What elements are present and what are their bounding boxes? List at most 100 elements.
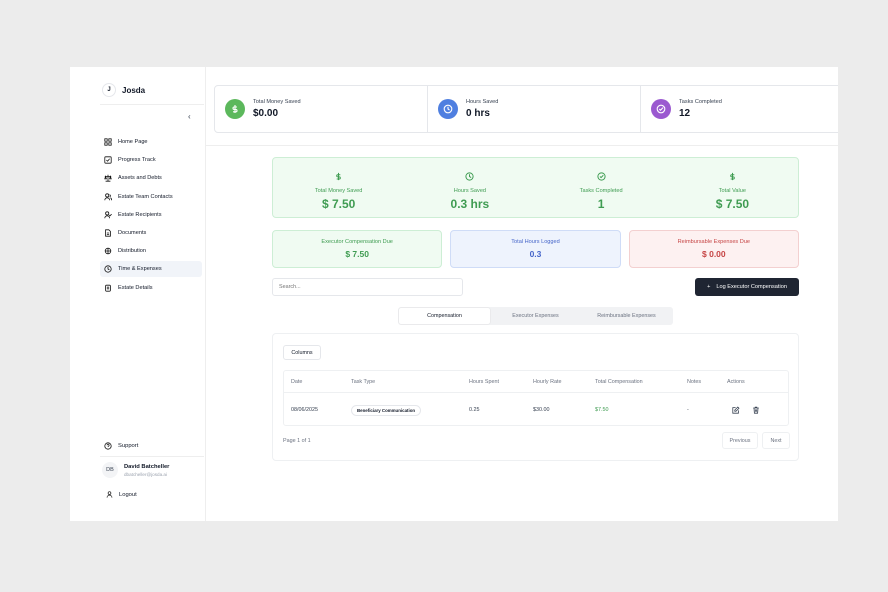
card-label: Reimbursable Expenses Due [677, 239, 751, 245]
stat-label: Hours Saved [466, 99, 499, 105]
dollar-icon [336, 172, 341, 181]
column-header-task-type[interactable]: Task Type [351, 378, 376, 385]
sidebar-item-label: Assets and Debts [118, 175, 162, 182]
avatar: DB [102, 462, 118, 478]
brand-name: Josda [122, 85, 146, 95]
user-name: David Batcheller [124, 463, 170, 470]
due-cards: Executor Compensation Due $ 7.50 Total H… [272, 230, 799, 268]
collapse-sidebar-icon[interactable]: ‹ [188, 112, 191, 121]
dollar-icon [225, 99, 245, 119]
column-header-date[interactable]: Date [291, 378, 303, 385]
sidebar: J Josda ‹ Home Page Progress Track Asset… [70, 67, 206, 521]
summary-hours-saved: Hours Saved 0.3 hrs [404, 158, 535, 217]
sidebar-nav: Home Page Progress Track Assets and Debt… [100, 134, 202, 298]
help-circle-icon [104, 442, 112, 450]
stat-total-money-saved: Total Money Saved $0.00 [215, 86, 428, 132]
summary-label: Hours Saved [453, 188, 487, 194]
total-hours-card: Total Hours Logged 0.3 [450, 230, 621, 268]
check-circle-icon [651, 99, 671, 119]
executor-compensation-card: Executor Compensation Due $ 7.50 [272, 230, 443, 268]
summary-label: Tasks Completed [579, 188, 623, 194]
column-header-hours-spent[interactable]: Hours Spent [469, 378, 499, 385]
cell-rate: $30.00 [533, 407, 550, 413]
button-label: Log Executor Compensation [716, 284, 787, 290]
clipboard-icon [105, 284, 111, 292]
user-email: dbatcheller@josda.ai [124, 471, 167, 477]
summary-panel: Total Money Saved $ 7.50 Hours Saved 0.3… [272, 157, 799, 218]
summary-tasks-completed: Tasks Completed 1 [536, 158, 667, 217]
search-input[interactable] [272, 278, 463, 296]
sidebar-item-estate-details[interactable]: Estate Details [100, 280, 202, 296]
cell-date: 08/06/2025 [291, 407, 318, 413]
trash-icon[interactable] [752, 406, 760, 414]
previous-page-button[interactable]: Previous [722, 432, 758, 449]
card-label: Executor Compensation Due [321, 239, 393, 245]
stat-label: Tasks Completed [679, 99, 722, 105]
column-header-actions: Actions [727, 378, 745, 385]
tabs: Compensation Executor Expenses Reimbursa… [398, 307, 673, 325]
tab-reimbursable-expenses[interactable]: Reimbursable Expenses [597, 313, 656, 319]
summary-label: Total Money Saved [314, 188, 363, 194]
support-label: Support [118, 443, 139, 449]
pagination-status: Page 1 of 1 [283, 438, 311, 444]
sidebar-item-distribution[interactable]: Distribution [100, 243, 202, 259]
clock-icon [438, 99, 458, 119]
stat-value: 12 [679, 108, 691, 119]
tab-compensation[interactable]: Compensation [399, 308, 490, 324]
column-header-notes[interactable]: Notes [687, 378, 702, 385]
sidebar-item-label: Estate Recipients [118, 211, 162, 218]
clock-icon [465, 172, 474, 181]
summary-value: $ 7.50 [321, 197, 356, 211]
scale-icon [104, 175, 112, 182]
card-value: $ 7.50 [345, 249, 369, 259]
sidebar-item-estate-team-contacts[interactable]: Estate Team Contacts [100, 189, 202, 205]
check-circle-icon [597, 172, 606, 181]
tab-executor-expenses[interactable]: Executor Expenses [512, 313, 559, 319]
user-check-icon [104, 211, 112, 218]
stat-tasks-completed: Tasks Completed 12 [641, 86, 838, 132]
user-icon [106, 491, 113, 498]
brand-logo: J [102, 83, 116, 97]
next-page-button[interactable]: Next [762, 432, 790, 449]
cell-actions [732, 393, 760, 427]
sidebar-item-home-page[interactable]: Home Page [100, 134, 202, 150]
logout-label: Logout [119, 491, 137, 498]
edit-icon[interactable] [732, 406, 740, 414]
sidebar-item-time-and-expenses[interactable]: Time & Expenses [100, 261, 202, 278]
stat-value: 0 hrs [466, 108, 490, 119]
dollar-icon [730, 172, 735, 181]
top-stats-bar: Total Money Saved $0.00 Hours Saved 0 hr… [214, 85, 838, 133]
summary-value: 0.3 hrs [450, 197, 490, 211]
sidebar-item-estate-recipients[interactable]: Estate Recipients [100, 207, 202, 223]
column-header-hourly-rate[interactable]: Hourly Rate [533, 378, 562, 385]
sidebar-item-label: Documents [118, 229, 147, 236]
stat-hours-saved: Hours Saved 0 hrs [428, 86, 641, 132]
summary-total-money-saved: Total Money Saved $ 7.50 [273, 158, 404, 217]
divider [206, 145, 838, 146]
task-type-badge: Beneficiary Communication [351, 404, 422, 416]
summary-value: 1 [597, 197, 605, 211]
cell-notes: - [687, 407, 689, 413]
logout-button[interactable]: Logout [106, 491, 137, 498]
sidebar-item-progress-track[interactable]: Progress Track [100, 152, 202, 168]
compensation-table: Date Task Type Hours Spent Hourly Rate T… [283, 370, 789, 426]
sidebar-item-label: Estate Team Contacts [118, 193, 173, 200]
summary-label: Total Value [718, 188, 746, 194]
sidebar-item-label: Distribution [118, 248, 146, 255]
table-header: Date Task Type Hours Spent Hourly Rate T… [284, 371, 788, 393]
users-icon [104, 192, 112, 200]
support-link[interactable]: Support [104, 442, 138, 450]
sidebar-item-label: Time & Expenses [118, 266, 162, 273]
sidebar-item-assets-and-debts[interactable]: Assets and Debts [100, 170, 202, 186]
card-label: Total Hours Logged [511, 239, 560, 245]
home-grid-icon [104, 138, 112, 146]
sidebar-item-documents[interactable]: Documents [100, 225, 202, 241]
checkbox-icon [104, 156, 112, 164]
log-executor-compensation-button[interactable]: + Log Executor Compensation [695, 278, 799, 296]
columns-button[interactable]: Columns [283, 345, 321, 360]
summary-total-value: Total Value $ 7.50 [667, 158, 798, 217]
column-header-total-compensation[interactable]: Total Compensation [595, 378, 643, 385]
sidebar-item-label: Progress Track [118, 157, 156, 164]
brand[interactable]: J Josda [102, 83, 145, 97]
user-profile[interactable]: DB David Batcheller dbatcheller@josda.ai [102, 462, 169, 478]
